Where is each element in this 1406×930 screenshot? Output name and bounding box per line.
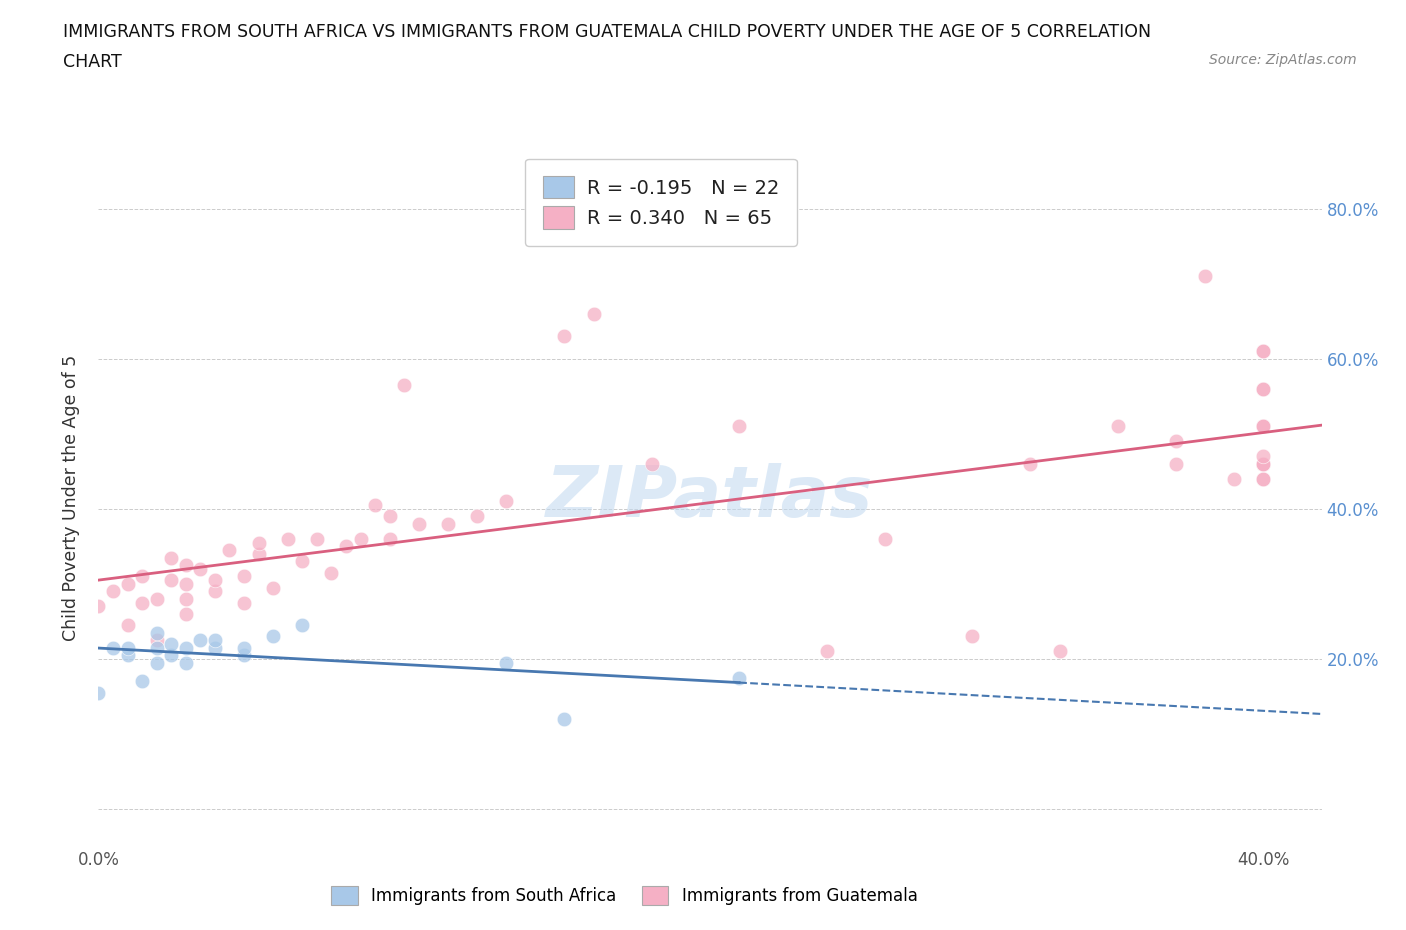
- Point: [1253, 457, 1275, 472]
- Point: [160, 573, 183, 588]
- Point: [291, 554, 314, 569]
- Point: [233, 640, 256, 655]
- Point: [204, 632, 226, 647]
- Point: [1253, 418, 1275, 433]
- Text: IMMIGRANTS FROM SOUTH AFRICA VS IMMIGRANTS FROM GUATEMALA CHILD POVERTY UNDER TH: IMMIGRANTS FROM SOUTH AFRICA VS IMMIGRAN…: [63, 23, 1152, 41]
- Point: [641, 457, 664, 472]
- Point: [1253, 449, 1275, 464]
- Point: [1253, 418, 1275, 433]
- Point: [131, 569, 153, 584]
- Point: [160, 551, 183, 565]
- Point: [87, 599, 110, 614]
- Point: [174, 558, 197, 573]
- Point: [101, 584, 124, 599]
- Point: [553, 329, 575, 344]
- Point: [204, 640, 226, 655]
- Point: [204, 573, 226, 588]
- Point: [1253, 457, 1275, 472]
- Point: [349, 531, 371, 546]
- Point: [247, 546, 270, 561]
- Point: [262, 580, 284, 595]
- Point: [262, 629, 284, 644]
- Point: [495, 494, 517, 509]
- Point: [247, 535, 270, 550]
- Point: [1253, 418, 1275, 433]
- Point: [1253, 472, 1275, 486]
- Point: [1253, 457, 1275, 472]
- Y-axis label: Child Poverty Under the Age of 5: Child Poverty Under the Age of 5: [62, 354, 80, 641]
- Point: [335, 538, 357, 553]
- Point: [378, 509, 401, 524]
- Point: [131, 674, 153, 689]
- Point: [145, 591, 167, 606]
- Point: [204, 584, 226, 599]
- Point: [1107, 418, 1129, 433]
- Point: [582, 306, 605, 321]
- Point: [174, 591, 197, 606]
- Point: [145, 632, 167, 647]
- Point: [728, 671, 751, 685]
- Point: [174, 577, 197, 591]
- Point: [160, 636, 183, 651]
- Point: [277, 531, 299, 546]
- Point: [815, 644, 838, 658]
- Point: [392, 378, 416, 392]
- Point: [1253, 381, 1275, 396]
- Point: [465, 509, 488, 524]
- Point: [960, 629, 983, 644]
- Point: [1223, 472, 1246, 486]
- Point: [233, 569, 256, 584]
- Point: [1253, 472, 1275, 486]
- Text: ZIPatlas: ZIPatlas: [547, 463, 873, 532]
- Point: [408, 516, 430, 531]
- Point: [145, 640, 167, 655]
- Point: [1164, 457, 1187, 472]
- Point: [87, 685, 110, 700]
- Point: [117, 647, 139, 662]
- Point: [1253, 344, 1275, 359]
- Text: Source: ZipAtlas.com: Source: ZipAtlas.com: [1209, 53, 1357, 67]
- Point: [145, 625, 167, 640]
- Point: [1194, 269, 1216, 284]
- Point: [553, 711, 575, 726]
- Point: [364, 498, 387, 512]
- Point: [233, 647, 256, 662]
- Point: [1019, 457, 1042, 472]
- Point: [174, 606, 197, 621]
- Point: [873, 531, 896, 546]
- Point: [117, 577, 139, 591]
- Point: [174, 640, 197, 655]
- Point: [131, 595, 153, 610]
- Legend: Immigrants from South Africa, Immigrants from Guatemala: Immigrants from South Africa, Immigrants…: [318, 872, 931, 918]
- Point: [1164, 434, 1187, 449]
- Point: [728, 418, 751, 433]
- Point: [305, 531, 328, 546]
- Point: [145, 655, 167, 670]
- Point: [378, 531, 401, 546]
- Point: [1253, 457, 1275, 472]
- Point: [174, 655, 197, 670]
- Point: [495, 655, 517, 670]
- Point: [117, 618, 139, 632]
- Text: CHART: CHART: [63, 53, 122, 71]
- Point: [1253, 344, 1275, 359]
- Point: [1253, 381, 1275, 396]
- Point: [160, 647, 183, 662]
- Point: [291, 618, 314, 632]
- Point: [101, 640, 124, 655]
- Point: [188, 562, 212, 577]
- Point: [117, 640, 139, 655]
- Point: [1049, 644, 1071, 658]
- Point: [233, 595, 256, 610]
- Point: [188, 632, 212, 647]
- Point: [321, 565, 343, 580]
- Point: [437, 516, 460, 531]
- Point: [218, 542, 240, 557]
